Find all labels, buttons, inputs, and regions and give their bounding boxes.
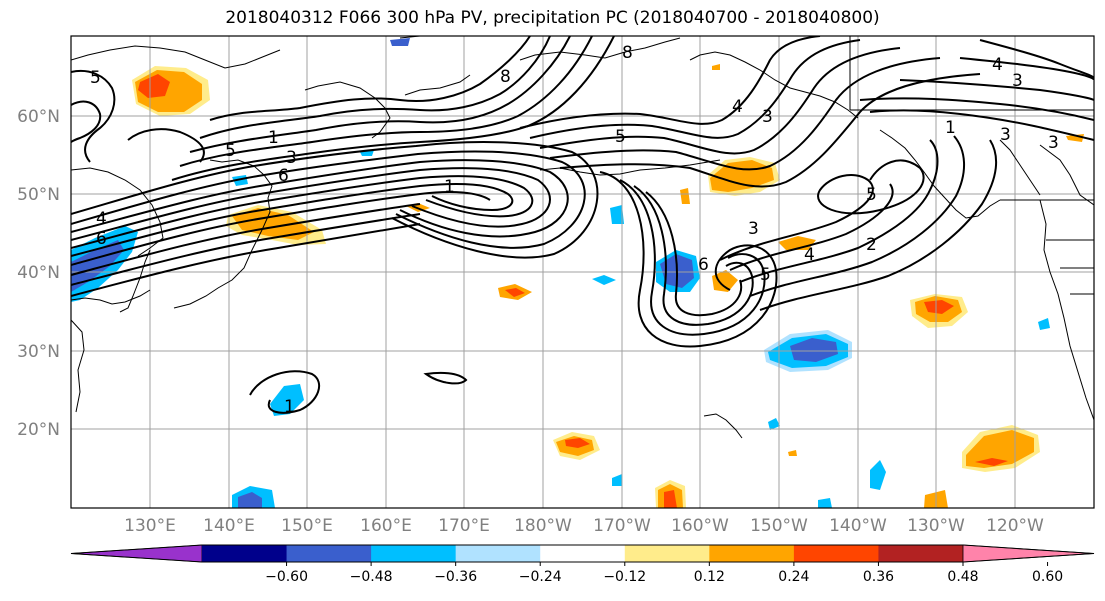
lat-label: 50°N xyxy=(17,185,60,205)
map-frame xyxy=(70,35,1095,509)
contour-label: 1 xyxy=(284,397,295,417)
lat-label: 20°N xyxy=(17,420,60,440)
colorbar-tick-label: 0.12 xyxy=(694,569,725,585)
contour-label: 6 xyxy=(96,229,107,249)
contour-label: 5 xyxy=(866,185,877,205)
colorbar-extend-max xyxy=(962,544,1095,563)
colorbar-tick-label: −0.12 xyxy=(603,569,646,585)
lat-label: 30°N xyxy=(17,342,60,362)
colorbar-tick-label: 0.60 xyxy=(1032,569,1063,585)
colorbar-tick-label: −0.36 xyxy=(434,569,477,585)
map-title: 2018040312 F066 300 hPa PV, precipitatio… xyxy=(225,8,880,28)
contour-label: 5 xyxy=(760,265,771,285)
lon-label: 150°E xyxy=(281,516,333,536)
precip-shading xyxy=(71,38,1084,508)
colorbar-bin xyxy=(371,545,457,562)
colorbar-tick-label: −0.48 xyxy=(350,569,393,585)
coastlines xyxy=(71,36,1094,439)
contour-label: 1 xyxy=(268,128,279,148)
contour-label: 3 xyxy=(286,148,297,168)
gridlines xyxy=(71,36,1094,508)
lon-label: 160°W xyxy=(671,516,729,536)
lat-label: 60°N xyxy=(17,107,60,127)
lon-label: 120°W xyxy=(986,516,1044,536)
contour-label: 3 xyxy=(1000,125,1011,145)
contour-label: 3 xyxy=(748,219,759,239)
colorbar: −0.60 −0.48 −0.36 −0.24 −0.12 0.12 0.24 0.36 0.4… xyxy=(70,544,1095,585)
contour-label: 1 xyxy=(444,177,455,197)
lat-labels: 60°N 50°N 40°N 30°N 20°N xyxy=(17,107,60,440)
colorbar-tick-label: 0.24 xyxy=(778,569,809,585)
colorbar-tick-label: −0.24 xyxy=(519,569,562,585)
contour-label: 5 xyxy=(615,127,626,147)
colorbar-bin xyxy=(624,545,710,562)
colorbar-tick-label: 0.48 xyxy=(947,569,978,585)
lon-label: 130°W xyxy=(907,516,965,536)
lon-label: 150°W xyxy=(750,516,808,536)
lon-label: 170°W xyxy=(593,516,651,536)
contour-label: 6 xyxy=(698,255,709,275)
contour-label: 4 xyxy=(732,97,743,117)
contour-label: 3 xyxy=(762,107,773,127)
contour-label: 2 xyxy=(866,235,877,255)
lat-label: 40°N xyxy=(17,263,60,283)
contour-label: 1 xyxy=(945,118,956,138)
colorbar-bin xyxy=(878,545,964,562)
lon-label: 180°W xyxy=(514,516,572,536)
colorbar-tick-label: −0.60 xyxy=(265,569,308,585)
colorbar-outline xyxy=(70,544,1095,563)
colorbar-bin xyxy=(202,545,288,562)
lon-label: 140°W xyxy=(829,516,887,536)
lon-label: 130°E xyxy=(124,516,176,536)
contour-label: 8 xyxy=(500,67,511,87)
contour-label: 3 xyxy=(1012,71,1023,91)
colorbar-tick-label: 0.36 xyxy=(863,569,894,585)
contour-label: 4 xyxy=(804,245,815,265)
contour-label: 5 xyxy=(225,141,236,161)
colorbar-bin xyxy=(455,545,541,562)
colorbar-bin xyxy=(540,545,626,562)
contour-label: 4 xyxy=(96,209,107,229)
contour-label: 3 xyxy=(1048,133,1059,153)
contour-label: 5 xyxy=(90,68,101,88)
contour-labels: 5 8 8 4 3 1 5 3 6 1 4 6 4 5 3 6 5 3 4 2 … xyxy=(90,43,1059,417)
contour-label: 8 xyxy=(622,43,633,63)
contour-label: 4 xyxy=(992,55,1003,75)
lon-label: 170°E xyxy=(438,516,490,536)
contour-label: 6 xyxy=(278,166,289,186)
colorbar-bin xyxy=(286,545,372,562)
pv-contours xyxy=(71,36,1094,414)
lon-label: 160°E xyxy=(360,516,412,536)
colorbar-bin xyxy=(793,545,879,562)
colorbar-extend-min xyxy=(70,544,203,563)
lon-labels: 130°E 140°E 150°E 160°E 170°E 180°W 170°… xyxy=(124,516,1044,536)
lon-label: 140°E xyxy=(203,516,255,536)
colorbar-bin xyxy=(709,545,795,562)
